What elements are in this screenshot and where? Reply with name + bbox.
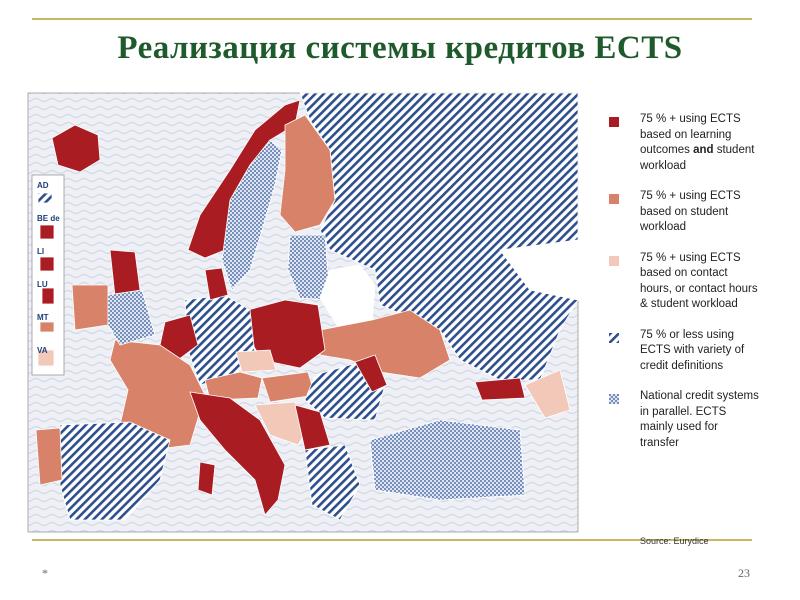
inset-label: LU	[37, 280, 48, 289]
legend-text: 75 % + using ECTS based on contact hours…	[640, 251, 758, 311]
legend: 75 % + using ECTS based on learning outc…	[600, 112, 760, 466]
legend-text: 75 % + using ECTS based on learning outc…	[640, 113, 741, 156]
inset-label: VA	[37, 346, 48, 355]
page-number: 23	[738, 566, 750, 580]
bottom-rule	[32, 539, 752, 541]
footer-mark: *	[42, 566, 48, 580]
legend-item: 75 % + using ECTS based on student workl…	[600, 189, 760, 236]
legend-text: National credit systems in parallel. ECT…	[640, 390, 759, 449]
legend-bold: and	[693, 144, 714, 156]
legend-text: student workload	[640, 144, 755, 172]
legend-text: 75 % or less using ECTS with variety of …	[640, 328, 745, 372]
inset-label: BE de	[37, 214, 60, 223]
legend-item: 75 % + using ECTS based on learning outc…	[600, 112, 760, 174]
source: Source: Eurydice	[640, 536, 709, 546]
inset-label: LI	[37, 247, 44, 256]
inset-label: MT	[37, 313, 49, 322]
map-body	[27, 92, 579, 533]
legend-text: 75 % + using ECTS based on student workl…	[640, 190, 741, 233]
title: Реализация системы кредитов ECTS	[117, 30, 683, 66]
inset-labels: AD BE de LI LU MT VA	[37, 181, 60, 355]
legend-item: 75 % + using ECTS based on contact hours…	[600, 251, 760, 313]
inset-label: AD	[37, 181, 49, 190]
top-rule	[32, 18, 752, 20]
legend-item: National credit systems in parallel. ECT…	[600, 389, 760, 451]
legend-item: 75 % or less using ECTS with variety of …	[600, 328, 760, 375]
